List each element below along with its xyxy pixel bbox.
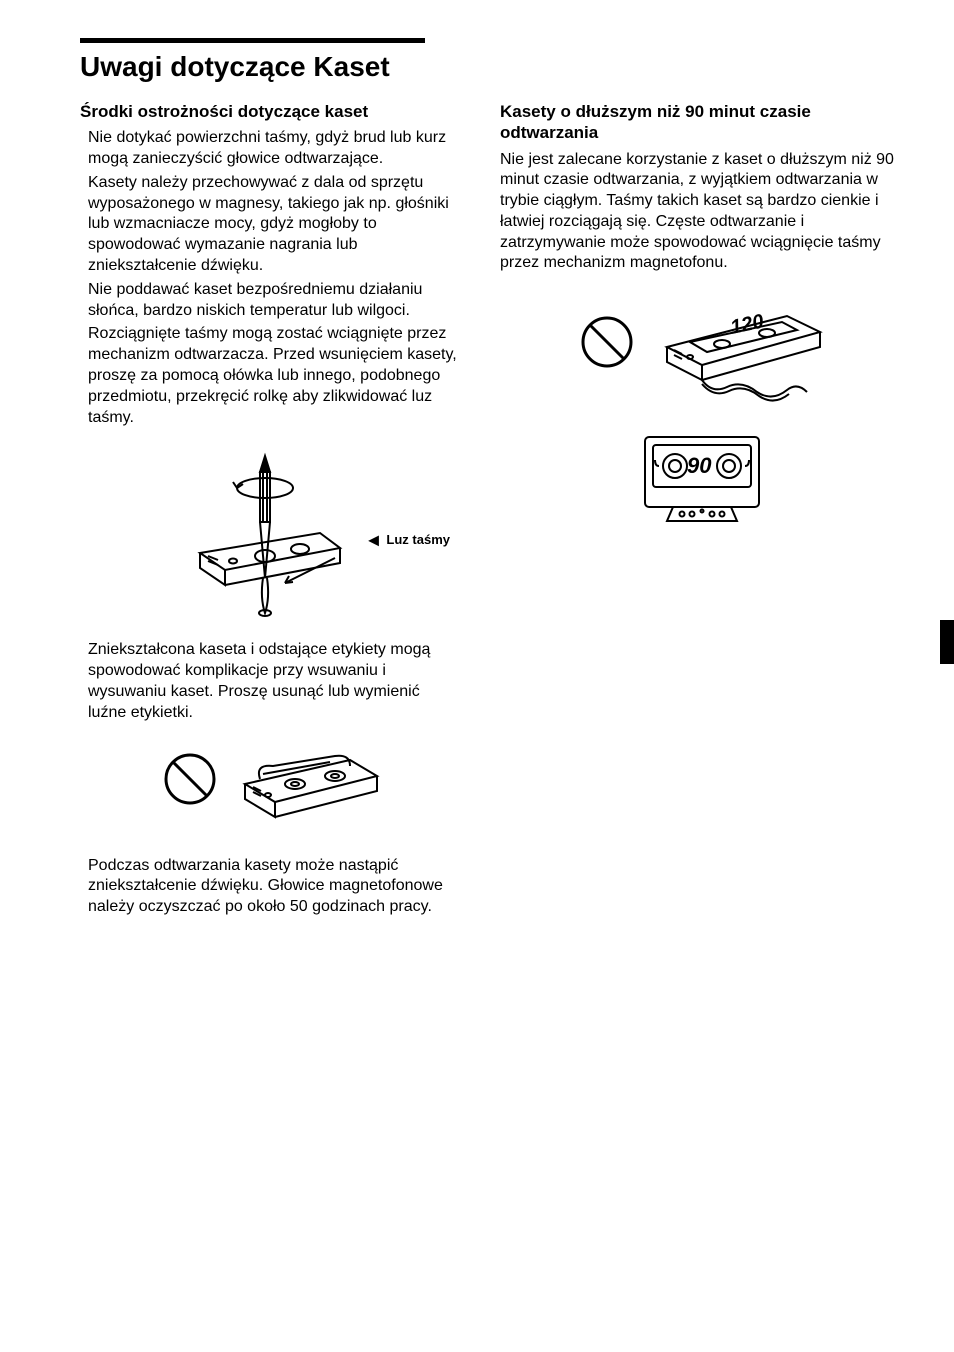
figure-ok-90-cassette: 90 xyxy=(500,429,904,524)
left-p1: Nie dotykać powierzchni taśmy, gdyż brud… xyxy=(80,128,460,170)
right-p1: Nie jest zalecane korzystanie z kaset o … xyxy=(500,150,904,275)
left-p5: Zniekształcona kaseta i odstające etykie… xyxy=(80,640,460,723)
section-rule xyxy=(80,38,425,43)
arrow-left-icon: ◄ xyxy=(365,530,383,551)
pencil-cassette-svg xyxy=(170,448,370,618)
svg-text:90: 90 xyxy=(687,453,712,478)
two-column-layout: Środki ostrożności dotyczące kaset Nie d… xyxy=(80,101,904,921)
slack-tape-label: Luz taśmy xyxy=(386,532,450,547)
no-label-cassette-svg xyxy=(155,744,385,834)
left-heading: Środki ostrożności dotyczące kaset xyxy=(80,101,460,122)
left-column: Środki ostrożności dotyczące kaset Nie d… xyxy=(80,101,460,921)
figure-no-120-cassette: 120 xyxy=(500,302,904,407)
left-p2: Kasety należy przechowywać z dala od spr… xyxy=(80,173,460,277)
left-p4: Rozciągnięte taśmy mogą zostać wciągnięt… xyxy=(80,324,460,428)
ok-90-cassette-svg: 90 xyxy=(637,429,767,524)
no-120-cassette-svg: 120 xyxy=(572,302,832,407)
left-p6: Podczas odtwarzania kasety może nastąpić… xyxy=(80,856,460,918)
left-p3: Nie poddawać kaset bezpośredniemu działa… xyxy=(80,280,460,322)
figure-pencil-label: ◄Luz taśmy xyxy=(365,530,450,551)
right-heading: Kasety o dłuższym niż 90 minut czasie od… xyxy=(500,101,904,144)
page-title: Uwagi dotyczące Kaset xyxy=(80,51,904,83)
right-column: Kasety o dłuższym niż 90 minut czasie od… xyxy=(500,101,904,921)
figure-no-label-cassette xyxy=(80,744,460,834)
figure-pencil-cassette: ◄Luz taśmy xyxy=(80,448,460,618)
page-edge-tab xyxy=(940,620,954,664)
